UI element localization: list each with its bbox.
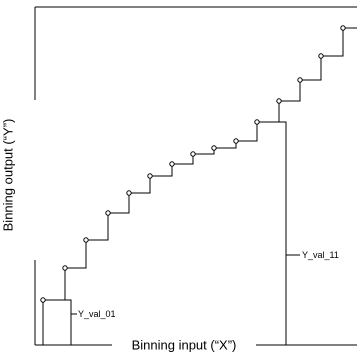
step-point-7	[169, 161, 175, 167]
y-axis-label: Binning output (“Y”)	[1, 119, 16, 232]
x-axis-label-bg	[112, 337, 256, 353]
step-point-13	[297, 77, 303, 83]
step-point-12	[276, 98, 282, 104]
y-val-01-label: Y_val_01	[78, 309, 116, 319]
step-point-6	[147, 173, 153, 179]
step-point-4	[105, 210, 111, 216]
y-axis-label-bg	[28, 100, 42, 260]
step-curve	[40, 25, 357, 345]
step-point-3	[83, 237, 89, 243]
step-point-5	[126, 190, 132, 196]
y-val-11-label: Y_val_11	[302, 250, 339, 260]
step-point-14	[318, 53, 324, 59]
step-point-11	[254, 119, 260, 125]
step-point-15	[340, 25, 346, 31]
step-point-1	[40, 297, 46, 303]
step-point-10	[233, 138, 239, 144]
step-line	[42, 27, 357, 345]
step-point-2	[62, 265, 68, 271]
y-val-01-bracket	[65, 299, 72, 345]
step-point-9	[211, 145, 217, 151]
x-axis-label: Binning input (“X”)	[132, 338, 237, 353]
y-val-11-bracket	[279, 121, 287, 345]
step-point-8	[190, 151, 196, 157]
value-brackets	[65, 121, 300, 345]
